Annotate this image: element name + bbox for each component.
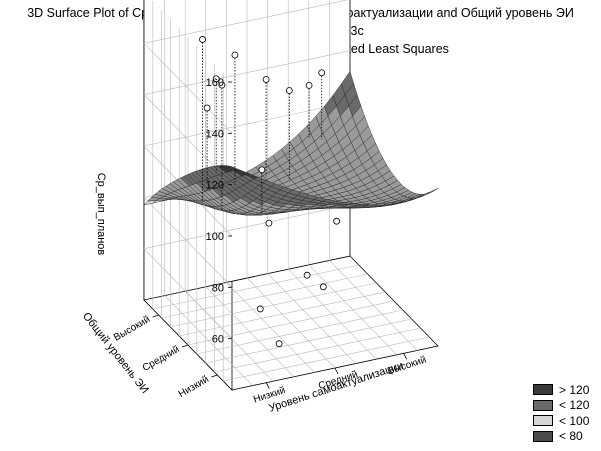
legend-item: < 120 [533,398,589,414]
surface-cell [228,165,241,171]
legend-item: < 80 [533,429,589,445]
z-axis-label: Ср_вып_планов [95,173,107,256]
gridline-floor [308,264,398,356]
y-tick-label: Низкий [177,374,211,400]
z-tick-label: 140 [206,128,224,140]
data-point [258,166,266,174]
legend: > 120 < 120 < 100 < 80 [533,382,589,444]
data-point [256,305,264,313]
legend-item: < 100 [533,413,589,429]
gridline-floor [267,273,356,364]
legend-label: < 80 [559,429,583,444]
data-point [319,283,327,291]
y-tick [211,374,218,378]
data-point [318,69,326,77]
legend-label: > 120 [559,382,590,397]
data-point [305,81,313,89]
data-point [333,217,341,225]
plot-box [143,0,439,391]
data-points [199,36,341,348]
legend-item: > 120 [533,382,589,398]
x-tick [265,382,270,389]
gridline-floor [152,264,359,310]
z-tick-label: 100 [206,231,224,243]
gridline-z [143,101,351,237]
z-axis-ticks: 160 140 120 100 80 60 [206,77,232,346]
data-point [265,219,273,227]
legend-swatch [533,399,553,411]
data-point [262,76,270,83]
data-point [203,104,211,112]
y-tick-label: Высокий [112,314,152,344]
legend-label: < 100 [559,413,590,428]
gridline-floor [187,300,395,346]
data-point [303,271,311,279]
gridline-floor [329,260,418,351]
y-tick-label: Средний [141,344,182,374]
legend-swatch [533,415,553,427]
data-point [212,75,220,83]
z-tick-label: 80 [212,282,224,294]
legend-swatch [533,384,553,396]
data-point [285,87,293,94]
z-tick-label: 120 [206,180,224,192]
gridline-floor [179,291,386,337]
y-tick [181,344,189,348]
z-tick-label: 160 [206,77,224,89]
gridline-floor [287,268,377,360]
z-tick-label: 60 [212,334,224,346]
data-point [218,81,226,89]
gridline-floor [170,282,377,328]
data-point [199,36,206,43]
data-point [231,51,239,59]
gridline-floor [161,273,368,319]
x-tick [334,367,339,375]
legend-swatch [533,430,553,442]
legend-label: < 120 [559,398,590,413]
y-tick [152,314,159,318]
data-point [275,340,283,348]
x-tick [403,353,408,360]
